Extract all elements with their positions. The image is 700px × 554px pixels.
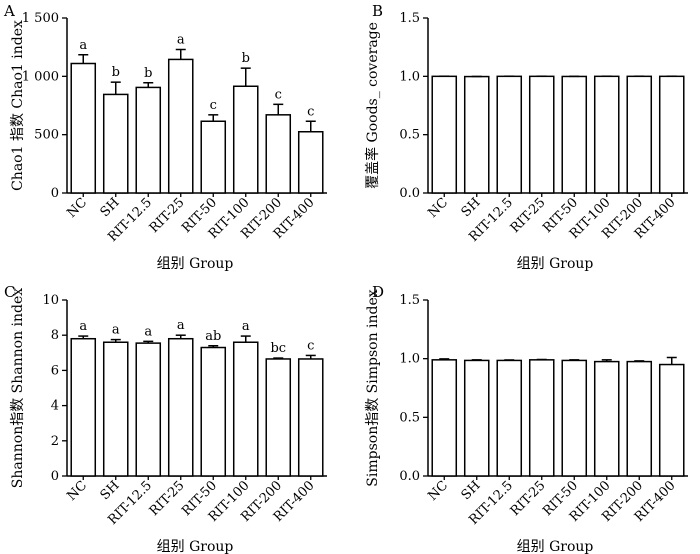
x-axis-title: 组别 Group [517,539,594,554]
panel-b: B0.00.51.01.5NC SHRIT-12.5RIT-25RIT-50RIT… [364,2,688,272]
y-tick-label: 10 [42,293,59,308]
bar [200,346,227,477]
significance-label: c [307,104,314,119]
significance-label: a [242,319,250,334]
x-tick-label: RIT-25 [147,195,188,236]
y-tick-label: 0.0 [399,469,420,484]
y-tick-label: 1 000 [22,69,59,84]
y-tick-label: 6 [51,363,59,378]
y-axis-title: Chao1 指数 Chao1 index [10,20,26,191]
x-tick-label: NC [64,195,90,221]
y-tick-label: 0.0 [399,186,420,201]
y-tick-label: 0 [51,186,59,201]
x-tick-label: NC [425,195,451,221]
significance-label: a [177,318,185,333]
bar [265,358,292,477]
x-tick-label: SH [459,195,484,220]
bar [167,337,194,477]
bar [102,341,129,477]
significance-label: a [177,33,185,48]
bar [496,75,523,194]
bar [431,75,458,194]
x-tick-label: SH [459,478,484,503]
bar [463,75,490,194]
bar [232,85,259,194]
x-tick-label: RIT-25 [508,195,549,236]
panel-d: D0.00.51.01.5NC SHRIT-12.5RIT-25RIT-50RIT… [365,283,688,554]
bar [200,120,227,194]
bar [496,359,523,477]
bar [135,342,162,477]
panel-letter: A [3,2,15,20]
y-axis-title: Shannon指数 Shannon index [10,288,26,489]
bar [102,93,129,194]
x-tick-label: NC [425,478,451,504]
significance-label: ab [205,329,221,344]
bar [626,75,653,194]
panel-letter: C [4,283,15,301]
bar [626,360,653,477]
y-tick-label: 0.5 [399,410,420,425]
significance-label: b [112,65,120,80]
y-tick-label: 0 [51,469,59,484]
y-tick-label: 1 500 [22,11,59,26]
y-axis-title: 覆盖率 Goods_ coverage [364,22,381,189]
bar [135,86,162,194]
significance-label: a [79,38,87,53]
significance-label: bc [270,341,286,356]
x-tick-label: RIT-25 [508,478,549,519]
bar [561,75,588,194]
y-tick-label: 2 [51,434,59,449]
x-axis-title: 组别 Group [157,256,234,272]
bar [528,359,555,477]
x-tick-label: SH [98,195,123,220]
y-tick-label: 500 [34,128,59,143]
bar [593,75,620,194]
bar [561,359,588,477]
bar [70,62,97,194]
y-tick-label: 4 [51,399,59,414]
y-tick-label: 8 [51,328,59,343]
y-tick-label: 1.0 [399,352,420,367]
bar [431,359,458,477]
bar [463,359,490,477]
significance-label: b [242,51,250,66]
significance-label: c [210,98,217,113]
y-axis-title: Simpson指数 Simpson index [365,289,381,487]
x-tick-label: NC [64,478,90,504]
bar [70,337,97,477]
significance-label: a [112,323,120,338]
bar [232,341,259,477]
bar [265,114,292,194]
bar [528,75,555,194]
y-tick-label: 1.0 [399,69,420,84]
y-tick-label: 1.5 [399,293,420,308]
bar [658,363,685,477]
significance-label: a [144,324,152,339]
y-tick-label: 1.5 [399,11,420,26]
panel-letter: B [372,2,383,20]
bar [167,58,194,194]
panel-letter: D [372,283,384,301]
bar [593,360,620,477]
significance-label: c [275,87,282,102]
x-axis-title: 组别 Group [157,539,234,554]
x-tick-label: RIT-25 [147,478,188,519]
x-axis-title: 组别 Group [517,256,594,272]
significance-label: a [79,319,87,334]
significance-label: c [307,338,314,353]
x-tick-label: SH [98,478,123,503]
significance-label: b [144,66,152,81]
panel-c: C0246810aNCaSHaRIT-12.5aRIT-25abRIT-50aR… [4,283,327,554]
bar [297,131,324,194]
bar [658,75,685,194]
bar [297,358,324,477]
y-tick-label: 0.5 [399,128,420,143]
